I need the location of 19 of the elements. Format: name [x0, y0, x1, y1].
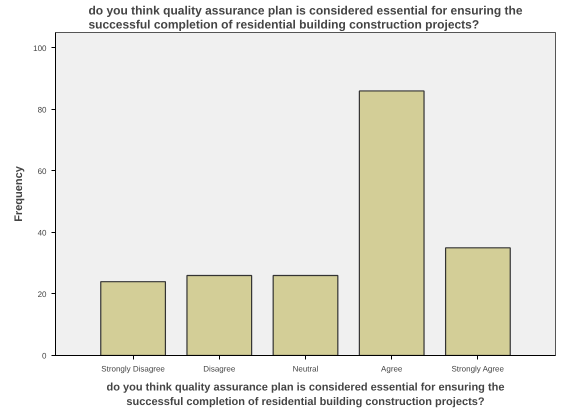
y-axis-title: Frequency: [13, 165, 26, 222]
x-axis-title: do you think quality assurance plan is considered essential for ensuring the successful completion of residential building construction projects?: [106, 382, 504, 408]
bar: [444, 247, 511, 356]
bar: [186, 274, 252, 356]
y-tick-label: 40: [38, 228, 48, 238]
x-tick-label: Strongly Disagree: [101, 364, 166, 374]
bar: [100, 281, 166, 356]
x-tick-label: Disagree: [203, 364, 236, 374]
bar: [272, 274, 338, 356]
x-tick-label: Neutral: [292, 364, 319, 374]
y-tick-label: 80: [38, 105, 48, 114]
y-tick-label: 60: [38, 166, 48, 176]
y-tick-label: 100: [33, 44, 48, 53]
y-tick-label: 0: [42, 352, 48, 360]
bar: [358, 90, 425, 356]
x-tick-label: Strongly Agree: [451, 364, 504, 374]
chart-title: do you think quality assurance plan is considered essential for ensuring the successful completion of residential building construction projects?: [88, 4, 523, 32]
y-tick-label: 20: [38, 290, 48, 299]
x-tick-label: Agree: [381, 364, 403, 374]
